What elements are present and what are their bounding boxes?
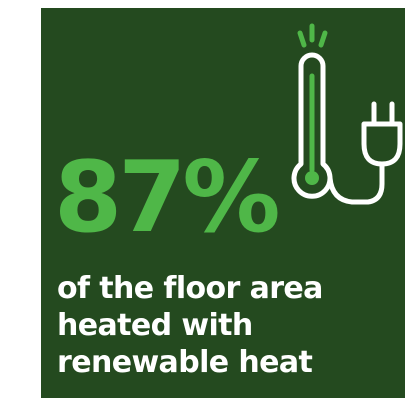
- heat-rays-icon: [297, 23, 328, 48]
- caption-line: of the floor area: [57, 271, 323, 306]
- caption-line: heated with: [57, 308, 253, 343]
- stat-caption: of the floor area heated with renewable …: [57, 270, 402, 381]
- stat-value: 87%: [54, 141, 281, 255]
- thermometer-with-plug-icon: [268, 18, 405, 218]
- infographic-card: 87% of the floor area heated with renewa…: [41, 8, 405, 398]
- caption-line: renewable heat: [57, 345, 313, 380]
